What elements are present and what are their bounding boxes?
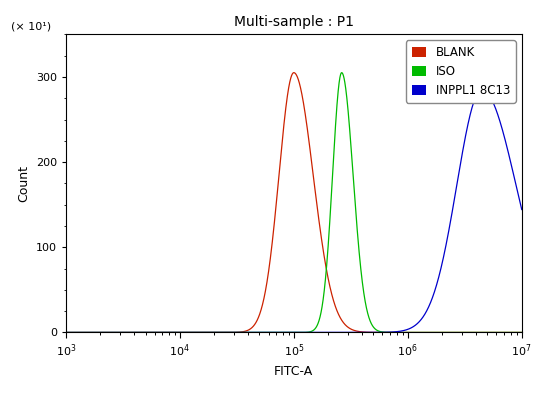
- Line: INPPL1 8C13: INPPL1 8C13: [66, 90, 522, 332]
- ISO: [336, 79, 342, 84]
- Legend: BLANK, ISO, INPPL1 8C13: BLANK, ISO, INPPL1 8C13: [406, 40, 516, 103]
- INPPL1 8C13: [479, 87, 485, 92]
- ISO: [237, 330, 243, 335]
- ISO: [403, 330, 409, 335]
- ISO: [339, 70, 345, 75]
- INPPL1 8C13: [237, 330, 243, 335]
- Text: (× 10¹): (× 10¹): [11, 21, 51, 31]
- BLANK: [146, 330, 152, 335]
- Line: ISO: ISO: [66, 73, 522, 332]
- ISO: [438, 330, 444, 335]
- INPPL1 8C13: [336, 330, 342, 335]
- BLANK: [290, 70, 297, 75]
- INPPL1 8C13: [146, 330, 152, 335]
- BLANK: [438, 330, 444, 335]
- INPPL1 8C13: [62, 330, 69, 335]
- BLANK: [359, 330, 366, 334]
- Title: Multi-sample : P1: Multi-sample : P1: [234, 15, 354, 29]
- INPPL1 8C13: [438, 267, 444, 272]
- INPPL1 8C13: [403, 328, 409, 332]
- INPPL1 8C13: [359, 330, 365, 335]
- ISO: [359, 281, 366, 285]
- BLANK: [519, 330, 525, 335]
- BLANK: [336, 314, 342, 318]
- BLANK: [62, 330, 69, 335]
- ISO: [519, 330, 525, 335]
- Line: BLANK: BLANK: [66, 73, 522, 332]
- INPPL1 8C13: [519, 207, 525, 212]
- BLANK: [237, 330, 243, 334]
- ISO: [146, 330, 152, 335]
- Y-axis label: Count: Count: [17, 165, 30, 202]
- X-axis label: FITC-A: FITC-A: [274, 365, 313, 378]
- BLANK: [403, 330, 409, 335]
- ISO: [62, 330, 69, 335]
